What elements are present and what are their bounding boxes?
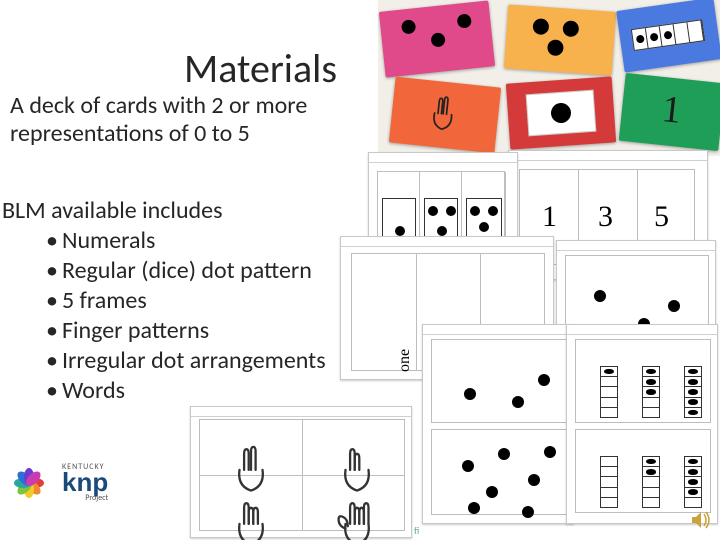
deck-card — [504, 4, 616, 75]
bullet-item: Regular (dice) dot pattern — [46, 256, 326, 286]
sound-icon — [690, 510, 712, 530]
hand-icon — [334, 494, 380, 540]
logo-prj: Project — [62, 495, 108, 502]
deck-card: 1 — [619, 73, 720, 151]
footer-fragment: fi — [414, 524, 419, 537]
deck-card — [616, 0, 720, 73]
blm-bullet-list: NumeralsRegular (dice) dot pattern5 fram… — [46, 226, 326, 406]
slide-title: Materials — [184, 44, 337, 93]
knp-logo: KENTUCKY knp Project — [14, 462, 108, 504]
deck-card — [389, 77, 501, 154]
hand-icon — [334, 440, 380, 495]
hand-icon — [228, 440, 274, 495]
logo-main: knp — [62, 471, 108, 494]
intro-text: A deck of cards with 2 or more represent… — [10, 92, 370, 147]
bullet-item: Words — [46, 376, 326, 406]
bullet-item: Numerals — [46, 226, 326, 256]
deck-card — [506, 76, 616, 149]
blm-sheet — [566, 324, 718, 524]
swirl-icon — [14, 462, 56, 504]
deck-card — [379, 0, 495, 77]
bullet-item: Finger patterns — [46, 316, 326, 346]
bullet-item: Irregular dot arrangements — [46, 346, 326, 376]
bullet-item: 5 frames — [46, 286, 326, 316]
blm-list-header: BLM available includes — [2, 196, 223, 225]
hand-icon — [228, 494, 274, 540]
card-photo: 1 — [378, 0, 720, 156]
blm-sheet — [190, 406, 412, 538]
blm-sheet — [422, 324, 574, 524]
